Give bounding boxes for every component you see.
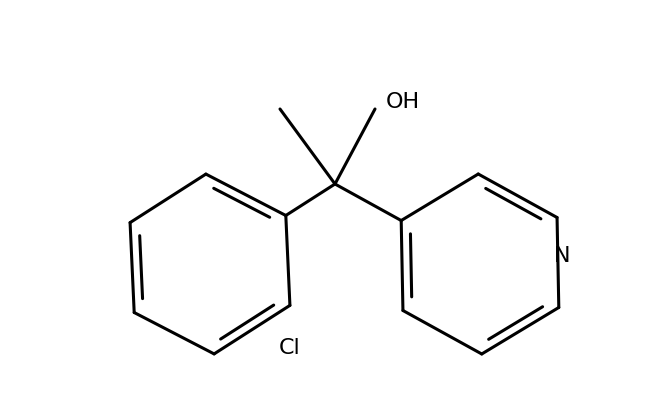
Text: N: N [554,246,570,266]
Text: OH: OH [386,92,420,112]
Text: Cl: Cl [279,337,301,357]
